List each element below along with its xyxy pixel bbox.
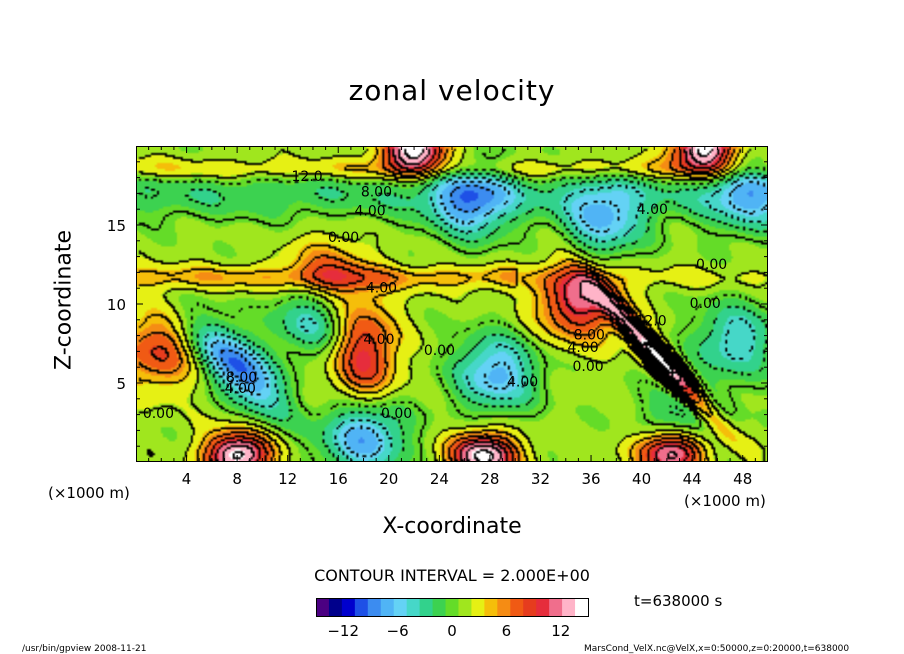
footer-left: /usr/bin/gpview 2008-11-21 (22, 644, 147, 654)
x-axis-label: X-coordinate (382, 514, 522, 539)
colorbar-frame (316, 598, 589, 617)
x-tick-label: 44 (683, 470, 702, 488)
colorbar-swatch (419, 598, 434, 616)
contour-label: 4.00 (637, 202, 668, 218)
contour-label: 8.00 (574, 327, 605, 343)
colorbar-swatch (328, 598, 343, 616)
colorbar-tick-label: 12 (551, 622, 570, 640)
x-tick-label: 20 (379, 470, 398, 488)
x-tick-label: 8 (232, 470, 242, 488)
x-tick-label: 16 (329, 470, 348, 488)
y-tick-label: 10 (107, 296, 126, 314)
colorbar-tick-label: −6 (387, 622, 409, 640)
contour-label: 4.00 (567, 340, 598, 356)
colorbar-swatch (432, 598, 447, 616)
x-unit-right: (×1000 m) (684, 492, 766, 510)
colorbar-swatch (354, 598, 369, 616)
footer-right: MarsCond_VelX.nc@VelX,x=0:50000,z=0:2000… (584, 644, 850, 654)
contour-label: 4.00 (225, 381, 256, 397)
colorbar-tick-label: −12 (327, 622, 359, 640)
contour-label: 4.00 (366, 280, 397, 296)
x-tick-label: 12 (278, 470, 297, 488)
contour-label: 0.00 (690, 296, 721, 312)
time-label: t=638000 s (634, 592, 723, 610)
contour-label: 0.00 (424, 343, 455, 359)
y-tick-label: 5 (116, 375, 126, 393)
contour-label: 0.00 (572, 359, 603, 375)
contour-label: 8.00 (361, 185, 392, 201)
colorbar-swatch (562, 598, 576, 616)
colorbar-swatch (458, 598, 472, 616)
colorbar-swatch (380, 598, 395, 616)
colorbar-swatch (575, 598, 589, 616)
velocity-field (137, 147, 767, 461)
x-tick-label: 36 (581, 470, 600, 488)
y-tick-label: 15 (107, 217, 126, 235)
colorbar-swatch (341, 598, 356, 616)
colorbar-tick-label: 6 (502, 622, 512, 640)
colorbar-swatch (510, 598, 524, 616)
colorbar-swatch (484, 598, 498, 616)
contour-overlay: 12.08.004.000.004.000.000.004.0012.08.00… (143, 169, 727, 422)
plot-area: 12.0 8.00 4.00 0.00 4.00 0.00 0.00 4.00 12.0 8.00… (136, 146, 768, 462)
contour-label: 8.00 (226, 370, 257, 386)
colorbar-swatch (471, 598, 485, 616)
colorbar-swatch (549, 598, 563, 616)
contour-label: 0.00 (328, 230, 359, 246)
colorbar-swatch (536, 598, 550, 616)
colorbar-swatch (393, 598, 408, 616)
contour-label: 0.00 (696, 257, 727, 273)
colorbar-swatch (497, 598, 511, 616)
contour-label: 12.0 (635, 313, 666, 329)
x-tick-label: 4 (182, 470, 192, 488)
contour-label: 12.0 (292, 169, 323, 185)
contour-label: 4.00 (363, 332, 394, 348)
colorbar-swatch (445, 598, 459, 616)
y-axis-label: Z-coordinate (51, 230, 77, 370)
colorbar-swatch (523, 598, 537, 616)
contour-label: 4.00 (507, 375, 538, 391)
colorbar-swatch (406, 598, 421, 616)
x-tick-label: 40 (632, 470, 651, 488)
x-tick-label: 48 (733, 470, 752, 488)
contour-interval: CONTOUR INTERVAL = 2.000E+00 (314, 566, 590, 585)
contour-label: 0.00 (381, 406, 412, 422)
colorbar-tick-label: 0 (447, 622, 457, 640)
x-tick-label: 24 (430, 470, 449, 488)
x-tick-label: 28 (480, 470, 499, 488)
colorbar-swatch (316, 598, 330, 616)
colorbar: −12 −6 0 6 12 (316, 598, 589, 640)
chart-title: zonal velocity (348, 74, 556, 107)
contour-label: 0.00 (143, 406, 174, 422)
colorbar-swatch (367, 598, 382, 616)
x-unit-left: (×1000 m) (48, 484, 130, 502)
x-tick-label: 32 (531, 470, 550, 488)
contour-label: 4.00 (355, 203, 386, 219)
